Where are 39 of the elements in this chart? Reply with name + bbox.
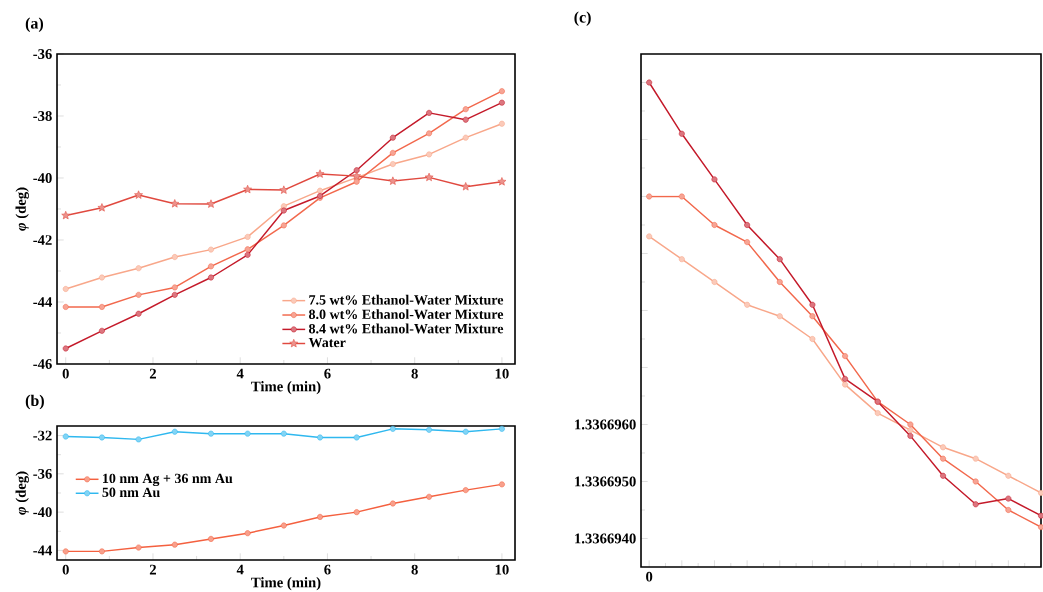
legend-label: 10 nm Ag + 36 nm Au	[103, 473, 233, 487]
y-tick-label: -40	[33, 507, 52, 518]
x-tick-label: 6	[324, 368, 331, 379]
legend-label: 8.4 wt% Ethanol-Water Mixture	[309, 323, 504, 334]
x-tick-label: 0	[62, 564, 69, 575]
chart-title: (b)	[25, 394, 44, 410]
x-tick-label: 0	[646, 571, 653, 582]
y-tick-label: 1.3366950	[575, 476, 636, 487]
y-tick-label: -36	[33, 468, 52, 479]
y-tick-label: -42	[33, 235, 52, 245]
y-axis-title: φ (deg)	[15, 471, 29, 515]
x-tick-label: 4	[236, 368, 244, 379]
y-tick-label: -36	[33, 49, 52, 59]
x-tick-label: 6	[324, 564, 331, 575]
y-tick-label: 1.3366940	[575, 533, 636, 544]
legend-label: 8.0 wt% Ethanol-Water Mixture	[309, 309, 504, 320]
x-tick-label: 8	[411, 368, 418, 379]
y-tick-label: -40	[33, 173, 52, 183]
x-tick-label: 2	[149, 368, 156, 379]
x-tick-label: 8	[411, 564, 418, 575]
legend-label: 7.5 wt% Ethanol-Water Mixture	[309, 294, 504, 305]
y-tick-label: -44	[33, 545, 53, 556]
y-tick-label: -46	[33, 359, 52, 369]
x-tick-label: 4	[236, 564, 244, 575]
y-tick-label: -38	[33, 111, 52, 121]
x-axis-title: Time (min)	[251, 577, 321, 591]
x-tick-label: 10	[495, 368, 509, 379]
y-axis-title: φ (deg)	[15, 187, 29, 231]
y-tick-label: 1.3366960	[575, 419, 636, 430]
legend-label: 50 nm Au	[102, 487, 160, 498]
y-tick-label: -32	[33, 430, 52, 441]
x-tick-label: 10	[495, 564, 509, 575]
x-tick-label: 0	[62, 368, 69, 379]
x-axis-title: Time (min)	[251, 381, 321, 395]
y-tick-label: -44	[33, 297, 53, 307]
chart-title: (c)	[574, 11, 591, 26]
chart-title: (a)	[25, 17, 44, 32]
legend-label: Water	[308, 337, 346, 348]
x-tick-label: 2	[149, 564, 156, 575]
